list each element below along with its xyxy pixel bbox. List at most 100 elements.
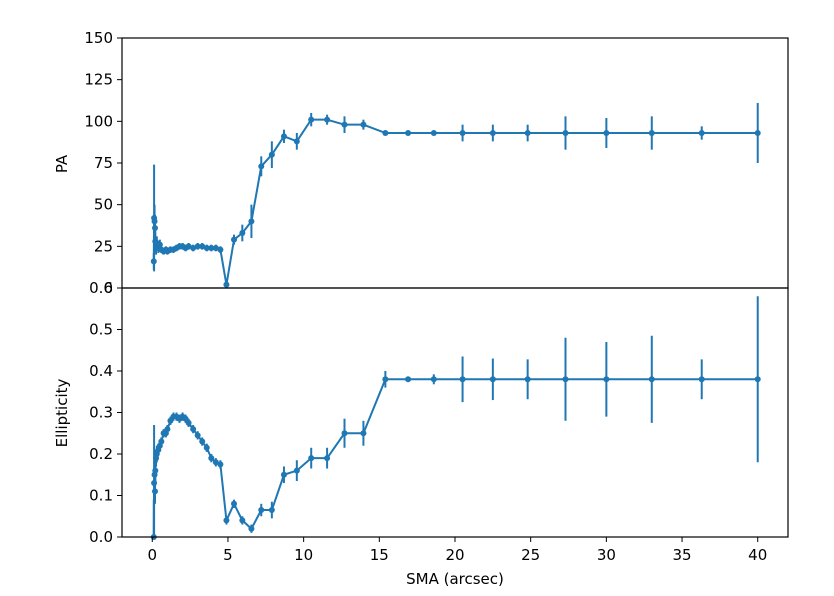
data-point <box>308 116 315 123</box>
x-tick-label: 0 <box>147 546 157 564</box>
data-point <box>754 130 761 136</box>
data-point <box>648 376 655 383</box>
data-point <box>190 426 197 433</box>
data-point <box>324 116 331 123</box>
data-point <box>151 488 158 495</box>
data-point <box>268 507 275 514</box>
y-tick-label: 150 <box>84 29 113 47</box>
data-point <box>698 376 705 383</box>
y-tick-label: 0.2 <box>89 445 113 463</box>
data-point <box>430 376 437 383</box>
data-point <box>258 163 265 170</box>
data-point <box>203 444 210 451</box>
data-point <box>239 517 246 524</box>
data-point <box>151 225 158 231</box>
data-point <box>212 459 219 466</box>
y-tick-label: 0 <box>103 279 113 297</box>
data-point <box>341 121 348 128</box>
x-tick-label: 20 <box>445 546 464 564</box>
data-point <box>199 243 206 250</box>
data-point <box>603 130 610 136</box>
y-tick-label: 0.1 <box>89 487 113 505</box>
data-point <box>459 376 466 383</box>
data-point <box>217 461 224 468</box>
y-tick-label: 100 <box>84 112 113 130</box>
data-point <box>258 507 265 514</box>
data-point <box>223 281 230 288</box>
data-point <box>459 130 466 136</box>
data-point <box>194 432 201 439</box>
data-point <box>185 419 192 426</box>
y-tick-label: 0.5 <box>89 321 113 339</box>
x-axis: 0 5 10 15 20 25 30 35 40 <box>147 537 767 564</box>
x-axis-title: SMA (arcsec) <box>406 570 504 588</box>
data-point <box>150 258 157 265</box>
data-point <box>754 376 761 383</box>
data-point <box>164 426 171 433</box>
data-point <box>648 130 655 136</box>
data-point <box>603 376 610 383</box>
data-point <box>223 517 230 524</box>
data-point <box>194 243 201 250</box>
data-point <box>360 121 367 128</box>
y-tick-label: 75 <box>94 154 113 172</box>
data-point <box>430 130 437 136</box>
x-tick-label: 30 <box>597 546 616 564</box>
data-point <box>182 415 189 422</box>
x-tick-label: 5 <box>223 546 233 564</box>
y-tick-label: 25 <box>94 237 113 255</box>
data-point <box>382 376 389 383</box>
data-point <box>524 376 531 383</box>
data-point <box>293 467 300 474</box>
y-tick-label: 125 <box>84 71 113 89</box>
data-point <box>190 245 197 251</box>
x-tick-label: 15 <box>370 546 389 564</box>
data-point <box>382 130 389 136</box>
data-point <box>293 138 300 145</box>
data-point <box>280 133 287 140</box>
ellipticity-panel: 0.0 0.1 0.2 0.3 0.4 0.5 0.6 <box>89 279 789 546</box>
data-point <box>248 218 255 225</box>
data-point <box>698 130 705 136</box>
x-tick-label: 25 <box>521 546 540 564</box>
y-tick-label: 0.4 <box>89 362 113 380</box>
data-point <box>152 467 159 474</box>
data-point <box>217 246 224 253</box>
y-tick-label: 50 <box>94 196 113 214</box>
data-point <box>185 243 192 250</box>
y-tick-label: 0.3 <box>89 404 113 422</box>
data-point <box>280 471 287 478</box>
data-point <box>151 218 158 225</box>
data-point <box>268 151 275 158</box>
data-point <box>212 245 219 251</box>
x-tick-label: 40 <box>748 546 767 564</box>
y-tick-label: 0.0 <box>89 528 113 546</box>
pa-panel: 0 25 50 75 100 125 150 <box>84 29 789 297</box>
data-point <box>203 245 210 251</box>
data-point <box>524 130 531 136</box>
data-point <box>308 455 315 462</box>
data-point <box>341 430 348 437</box>
data-point <box>562 376 569 383</box>
x-tick-label: 35 <box>672 546 691 564</box>
data-point <box>167 417 174 424</box>
data-point <box>239 230 246 236</box>
data-point <box>324 455 331 462</box>
data-point <box>231 236 238 243</box>
data-point <box>208 245 215 251</box>
ellipticity-axis-title: Ellipticity <box>53 379 71 448</box>
data-point <box>360 430 367 437</box>
data-point <box>489 130 496 136</box>
pa-axis-title: PA <box>53 154 71 173</box>
data-point <box>405 130 412 136</box>
data-point <box>151 480 158 487</box>
data-point <box>405 376 412 383</box>
data-point <box>158 438 165 445</box>
y-tick-label: 0.6 <box>89 279 113 297</box>
data-point <box>208 455 215 462</box>
data-point <box>231 500 238 507</box>
data-point <box>489 376 496 383</box>
x-tick-label: 10 <box>294 546 313 564</box>
data-point <box>156 241 163 248</box>
